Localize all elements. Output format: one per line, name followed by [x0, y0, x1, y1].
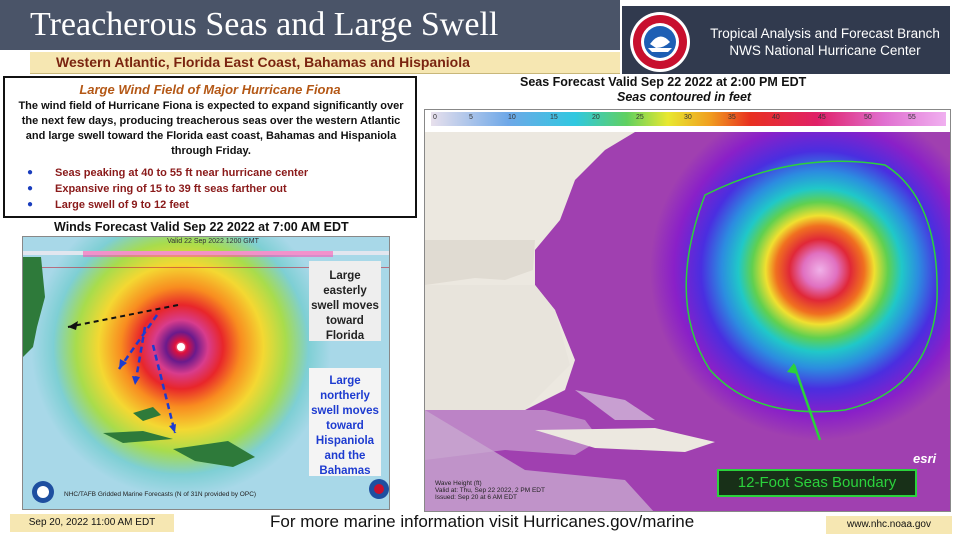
title-bar [0, 0, 620, 50]
summary-bullets: ● Seas peaking at 40 to 55 ft near hurric… [15, 165, 407, 213]
summary-paragraph: The wind field of Hurricane Fiona is exp… [18, 100, 404, 157]
header: Treacherous Seas and Large Swell Western… [0, 0, 960, 80]
footer-message: For more marine information visit Hurric… [270, 512, 695, 531]
bullet-text: Seas peaking at 40 to 55 ft near hurrica… [55, 167, 309, 179]
esri-logo: esri [913, 451, 937, 466]
org-line-1: Tropical Analysis and Forecast Branch [710, 26, 940, 41]
bullet-item: ● Expansive ring of 15 to 39 ft seas fart… [15, 181, 407, 197]
bullet-icon: ● [27, 183, 34, 194]
org-line-2: NWS National Hurricane Center [729, 43, 921, 58]
florida-swell-callout: Large easterly swell moves toward Florid… [309, 261, 381, 342]
legend-tick: 20 [592, 114, 600, 121]
legend-tick: 0 [433, 114, 437, 121]
seas-footer-line: Valid at: Thu, Sep 22 2022, 2 PM EDT [435, 487, 545, 494]
footer-date: Sep 20, 2022 11:00 AM EDT [10, 514, 174, 532]
bullet-item: ● Large swell of 9 to 12 feet [15, 197, 407, 213]
legend-tick: 30 [684, 114, 692, 121]
seas-map-graphic [425, 110, 950, 511]
legend-tick: 40 [772, 114, 780, 121]
legend-tick: 35 [728, 114, 736, 121]
seas-boundary-label: 12-Foot Seas Boundary [717, 469, 917, 497]
legend-tick: 25 [636, 114, 644, 121]
hispaniola-swell-callout: Large northerly swell moves toward Hispa… [309, 368, 381, 477]
legend-tick: 45 [818, 114, 826, 121]
legend-tick: 50 [864, 114, 872, 121]
bullet-text: Large swell of 9 to 12 feet [55, 199, 189, 211]
legend-tick: 5 [469, 114, 473, 121]
winds-map-footer: NHC/TAFB Gridded Marine Forecasts (N of … [64, 491, 257, 498]
bullet-item: ● Seas peaking at 40 to 55 ft near hurric… [15, 165, 407, 181]
seas-forecast-title: Seas Forecast Valid Sep 22 2022 at 2:00 … [520, 75, 807, 89]
legend-tick: 10 [508, 114, 516, 121]
subtitle-bar [30, 52, 620, 74]
winds-forecast-title: Winds Forecast Valid Sep 22 2022 at 7:00… [54, 220, 349, 234]
page-subtitle: Western Atlantic, Florida East Coast, Ba… [56, 54, 470, 70]
footer-url[interactable]: www.nhc.noaa.gov [826, 516, 952, 534]
bullet-text: Expansive ring of 15 to 39 ft seas farth… [55, 183, 287, 195]
legend-tick: 15 [550, 114, 558, 121]
nws-logo-icon [630, 12, 690, 72]
seas-footer-line: Issued: Sep 20 at 6 AM EDT [435, 494, 518, 501]
summary-box: Large Wind Field of Major Hurricane Fion… [3, 76, 417, 218]
page-title: Treacherous Seas and Large Swell [30, 6, 499, 43]
bullet-icon: ● [27, 199, 34, 210]
winds-map-valid-label: Valid 22 Sep 2022 1200 GMT [167, 238, 259, 245]
legend-tick: 55 [908, 114, 916, 121]
seas-forecast-map [424, 109, 951, 512]
bullet-icon: ● [27, 167, 34, 178]
seas-forecast-subtitle: Seas contoured in feet [617, 90, 752, 104]
seas-map-footer: Wave Height (ft) Valid at: Thu, Sep 22 2… [435, 480, 545, 501]
seas-footer-line: Wave Height (ft) [435, 480, 482, 487]
summary-title: Large Wind Field of Major Hurricane Fion… [79, 82, 341, 97]
